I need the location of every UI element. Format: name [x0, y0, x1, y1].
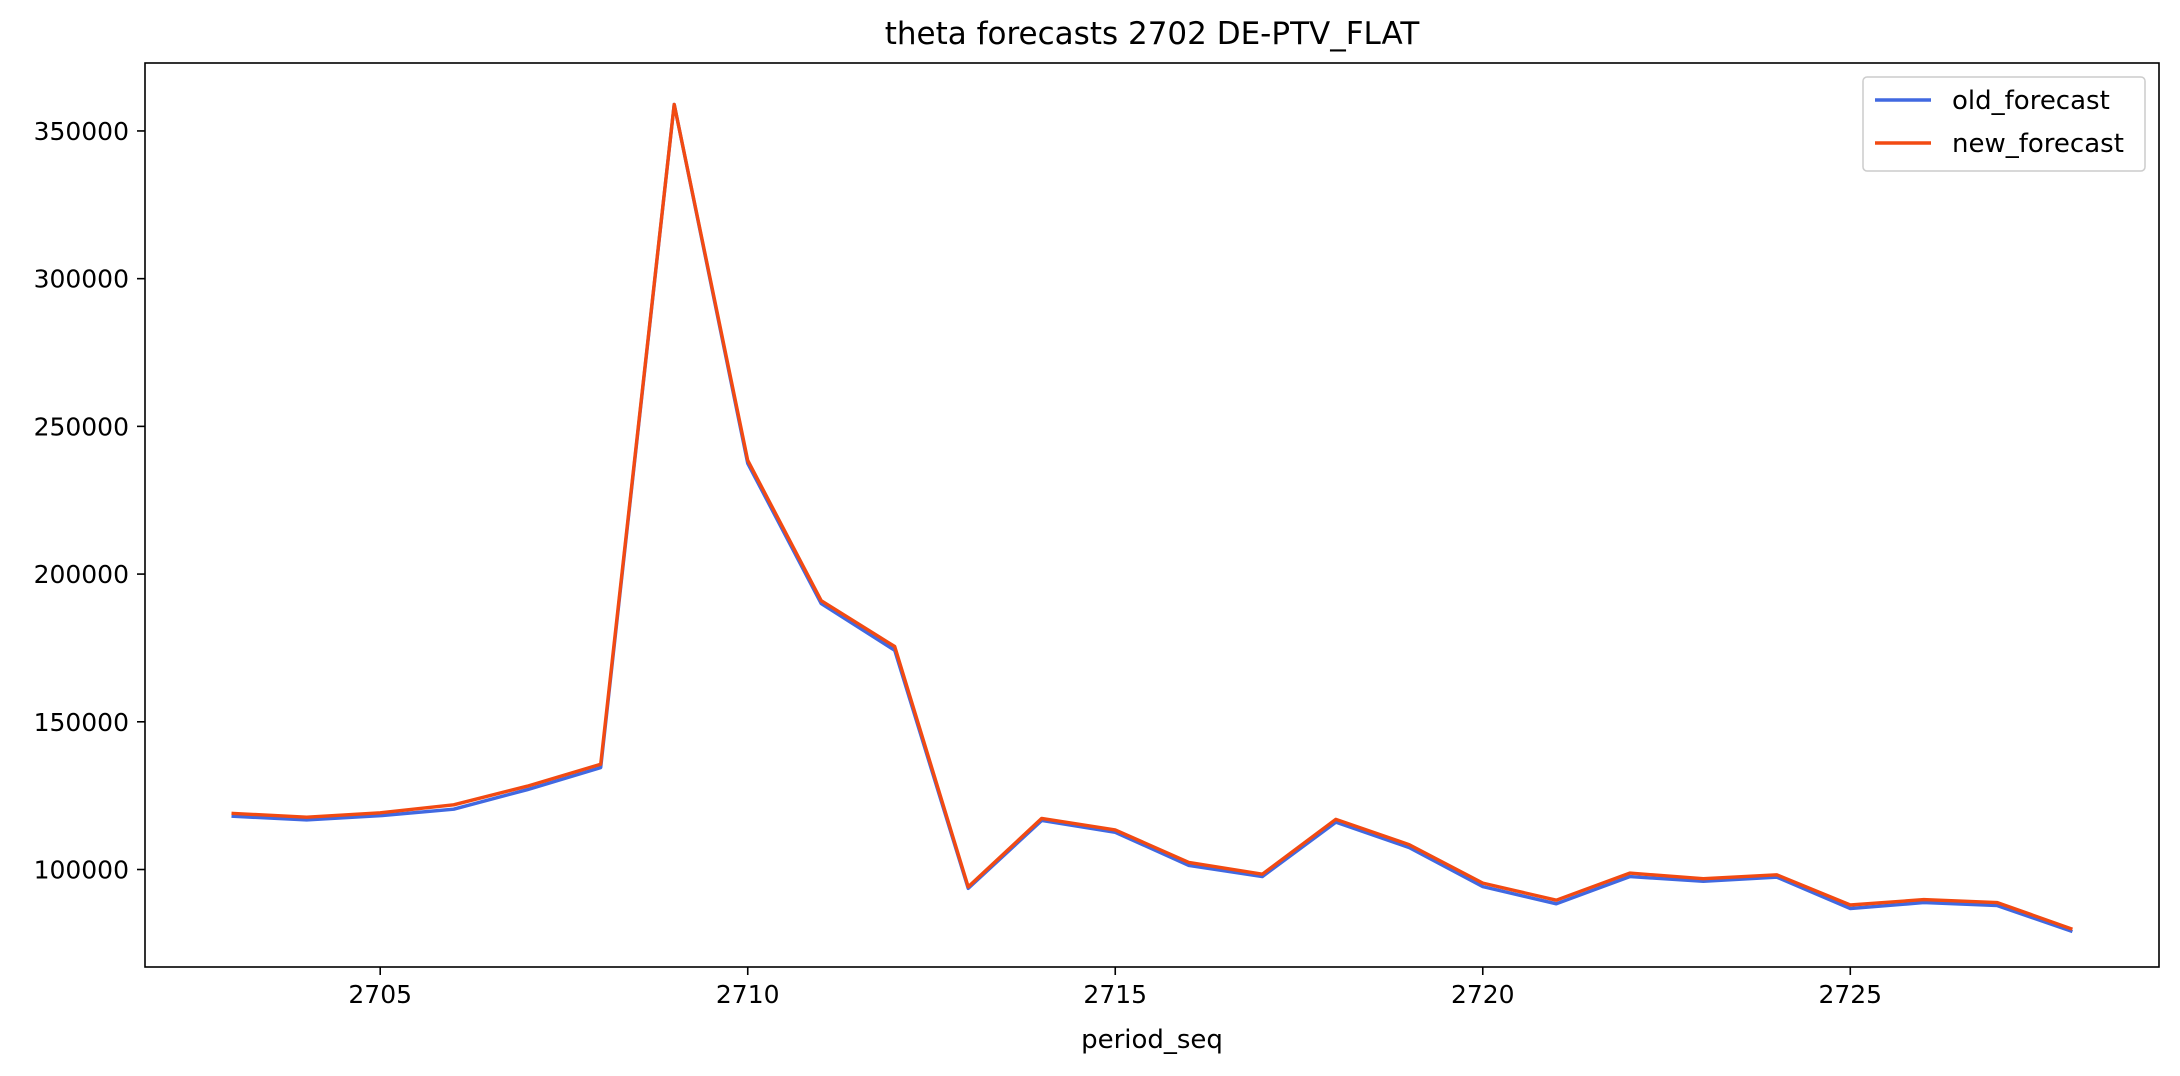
x-tick-label: 2710	[716, 980, 780, 1009]
y-tick-label: 300000	[34, 265, 129, 294]
x-axis-label: period_seq	[1081, 1025, 1223, 1055]
x-tick-label: 2715	[1083, 980, 1147, 1009]
legend-label-new-forecast: new_forecast	[1952, 129, 2124, 159]
series-lines	[231, 102, 2073, 934]
plot-area: 2705 2710 2715 2720 2725 100000 150000 200000 2…	[34, 102, 2073, 1009]
x-tick-label: 2705	[348, 980, 412, 1009]
plot-frame	[144, 62, 2160, 968]
legend-label-old-forecast: old_forecast	[1952, 86, 2110, 116]
x-tick-label: 2720	[1451, 980, 1515, 1009]
legend-box	[1862, 76, 2146, 172]
y-tick-label: 250000	[34, 412, 129, 441]
y-tick-label: 100000	[34, 856, 129, 885]
chart-title: theta forecasts 2702 DE-PTV_FLAT	[885, 16, 1421, 52]
x-axis: 2705 2710 2715 2720 2725	[348, 967, 1882, 1009]
series-line-new-forecast	[231, 102, 2073, 931]
x-tick-label: 2725	[1818, 980, 1882, 1009]
series-line-old-forecast	[231, 102, 2073, 934]
legend: old_forecast new_forecast	[1862, 76, 2146, 172]
y-tick-label: 150000	[34, 708, 129, 737]
y-tick-label: 350000	[34, 117, 129, 146]
y-axis: 100000 150000 200000 250000 300000 350000	[34, 117, 145, 885]
y-tick-label: 200000	[34, 560, 129, 589]
